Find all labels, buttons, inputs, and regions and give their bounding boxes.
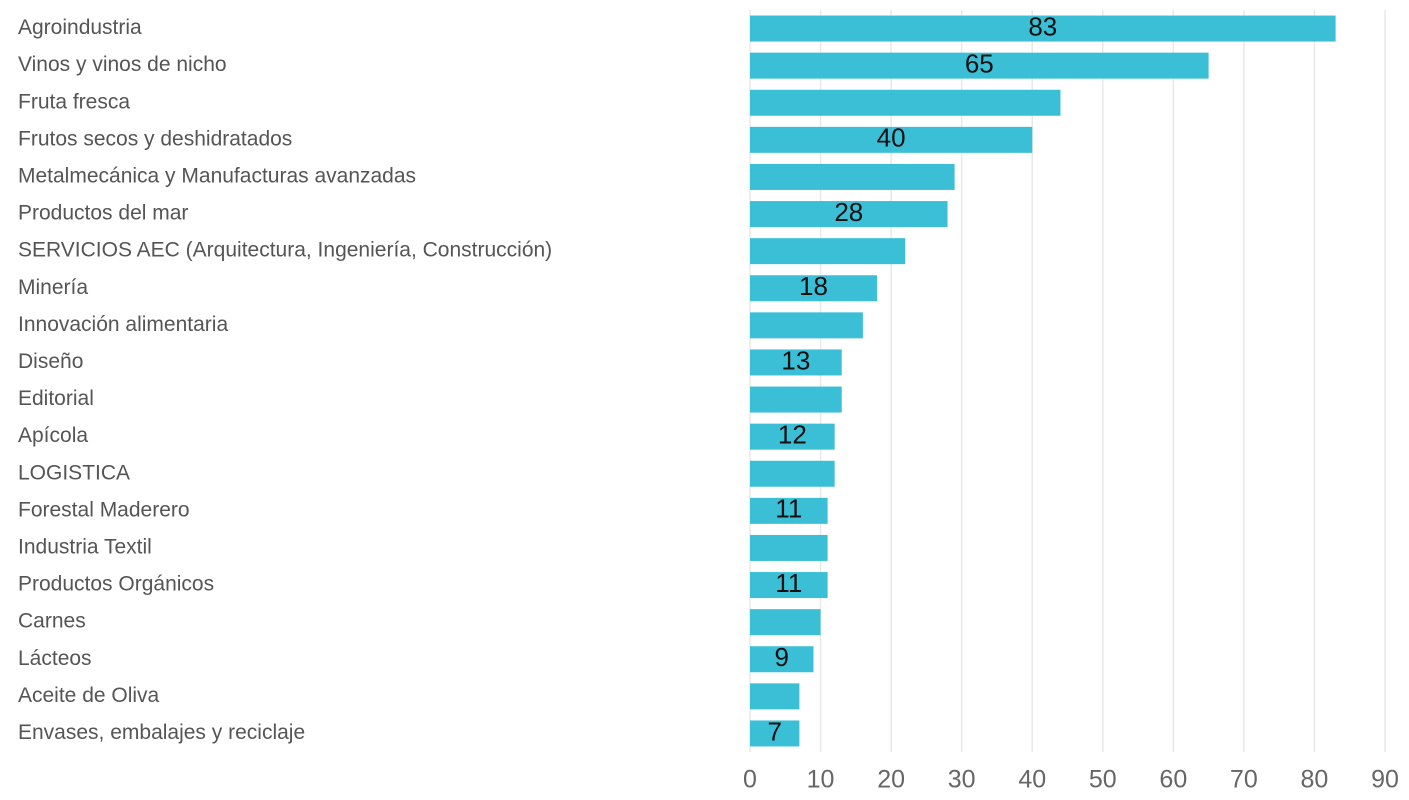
category-label: Diseño: [18, 350, 83, 373]
category-label: Forestal Maderero: [18, 498, 190, 521]
value-label: 11: [775, 568, 802, 598]
bar: [750, 15, 1336, 42]
value-label: 12: [778, 420, 807, 450]
bar: [750, 720, 800, 747]
category-label: Frutos secos y deshidratados: [18, 127, 292, 150]
bar: [750, 349, 842, 376]
bar: [750, 386, 842, 413]
bar: [750, 683, 800, 710]
category-label: Industria Textil: [18, 535, 152, 558]
value-label: 40: [877, 123, 906, 153]
value-label: 65: [965, 49, 994, 79]
x-tick-label: 90: [1371, 766, 1399, 794]
bar: [750, 312, 863, 339]
x-tick-label: 0: [743, 766, 757, 794]
bar: [750, 609, 821, 636]
category-label: Minería: [18, 276, 88, 299]
category-label: Carnes: [18, 610, 86, 633]
bar: [750, 534, 828, 561]
x-tick-label: 10: [807, 766, 835, 794]
bar: [750, 238, 906, 265]
category-label: LOGISTICA: [18, 461, 130, 484]
category-label: Productos del mar: [18, 202, 188, 225]
category-label: Agroindustria: [18, 16, 142, 39]
value-label: 9: [775, 642, 789, 672]
value-label: 83: [1028, 11, 1057, 41]
bar: [750, 497, 828, 524]
x-tick-label: 70: [1230, 766, 1258, 794]
category-label: Lácteos: [18, 647, 92, 670]
value-label: 18: [799, 271, 828, 301]
value-label: 7: [767, 716, 781, 746]
category-label: SERVICIOS AEC (Arquitectura, Ingeniería,…: [18, 239, 552, 262]
category-label: Aceite de Oliva: [18, 684, 160, 707]
category-label: Apícola: [18, 424, 88, 447]
bar: [750, 201, 948, 228]
category-label: Envases, embalajes y reciclaje: [18, 721, 305, 744]
bar: [750, 646, 814, 673]
value-label: 11: [775, 494, 802, 524]
bar: [750, 163, 955, 190]
category-label: Vinos y vinos de nicho: [18, 53, 227, 76]
bar: [750, 423, 835, 450]
x-tick-label: 80: [1301, 766, 1329, 794]
category-label: Metalmecánica y Manufacturas avanzadas: [18, 164, 416, 187]
category-label: Innovación alimentaria: [18, 313, 228, 336]
x-tick-label: 50: [1089, 766, 1117, 794]
x-tick-label: 60: [1159, 766, 1187, 794]
category-label: Fruta fresca: [18, 90, 130, 113]
bar: [750, 126, 1033, 153]
x-tick-label: 20: [877, 766, 905, 794]
bar: [750, 460, 835, 487]
bar: [750, 572, 828, 599]
bar: [750, 52, 1209, 79]
category-label: Editorial: [18, 387, 94, 410]
x-tick-label: 40: [1018, 766, 1046, 794]
value-label: 13: [781, 345, 810, 375]
value-label: 28: [834, 197, 863, 227]
category-label: Productos Orgánicos: [18, 573, 214, 596]
bar: [750, 89, 1061, 116]
x-tick-label: 30: [948, 766, 976, 794]
bar: [750, 275, 877, 302]
